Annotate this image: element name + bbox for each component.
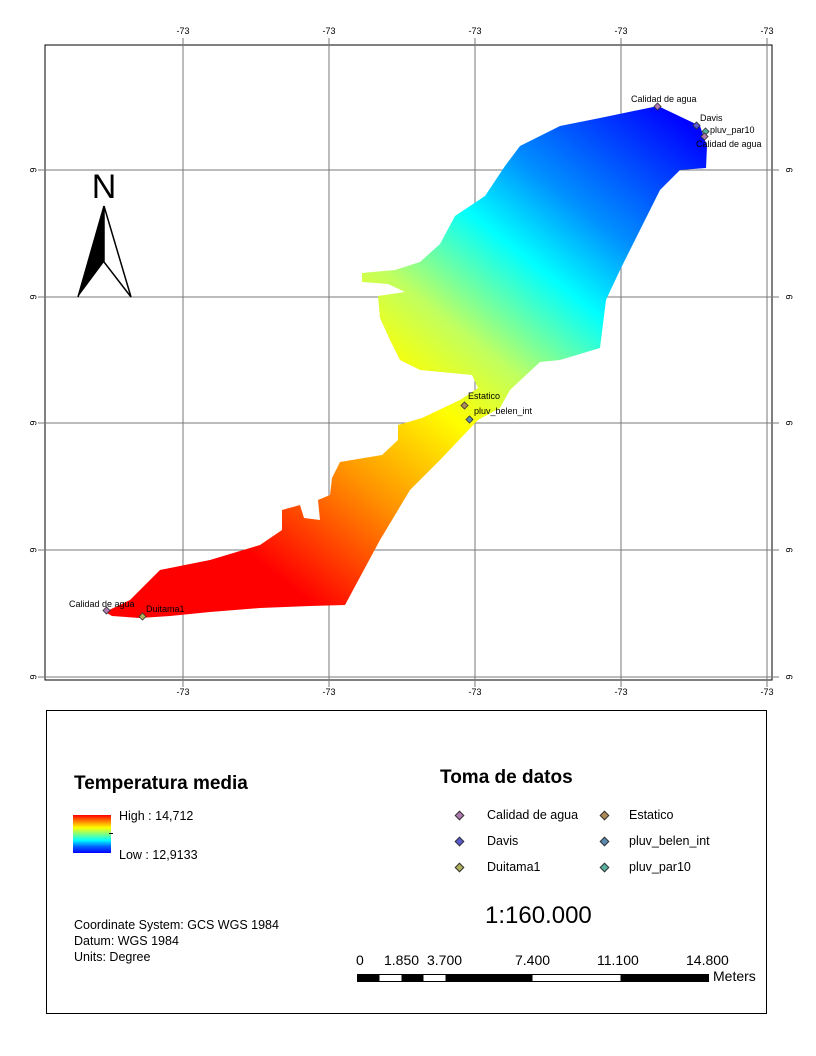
scalebar (357, 974, 709, 982)
map-point-label: Davis (700, 113, 723, 123)
scalebar-label: 7.400 (515, 952, 551, 968)
units-text: Units: Degree (74, 950, 151, 964)
grid-label-top: -73 (614, 26, 627, 36)
grid-label-left: 6 (28, 294, 38, 299)
grid-label-bottom: -73 (468, 687, 481, 697)
grid-label-bottom: -73 (760, 687, 773, 697)
temperature-color-ramp (73, 815, 111, 853)
legend-item-label: pluv_belen_int (629, 834, 710, 848)
grid-label-right: 6 (784, 547, 794, 552)
grid-label-left: 6 (28, 547, 38, 552)
grid-label-top: -73 (760, 26, 773, 36)
grid-label-bottom: -73 (322, 687, 335, 697)
temperature-high-label: High : 14,712 (119, 809, 194, 823)
map-point[interactable]: Calidad de agua (696, 132, 762, 149)
temperature-raster (105, 106, 707, 618)
legend-item-label: Duitama1 (487, 860, 541, 874)
map-point-label: Calidad de agua (69, 599, 135, 609)
map-point-label: pluv_belen_int (474, 406, 533, 416)
grid-label-bottom: -73 (614, 687, 627, 697)
legend-marker-icon (599, 810, 610, 821)
legend-marker-icon (599, 836, 610, 847)
legend-item-label: Calidad de agua (487, 808, 579, 822)
map-point[interactable]: Calidad de agua (631, 94, 697, 111)
map-point-label: Calidad de agua (631, 94, 697, 104)
coordinate-system-text: Coordinate System: GCS WGS 1984 (74, 918, 279, 932)
grid-label-right: 6 (784, 420, 794, 425)
grid-label-left: 6 (28, 420, 38, 425)
map-point[interactable]: Davis (692, 113, 723, 130)
north-arrow-label: N (92, 168, 117, 206)
map-frame: -73 -73 -73 -73 -73 -73 -73 -73 -73 -73 … (28, 26, 794, 697)
scalebar-label: 11.100 (597, 952, 639, 968)
legend-marker-icon (454, 836, 465, 847)
grid-label-bottom: -73 (176, 687, 189, 697)
legend-panel: Temperatura media High : 14,712 Low : 12… (46, 710, 767, 1014)
temperature-legend-title: Temperatura media (74, 773, 248, 794)
map-point[interactable]: pluv_par10 (701, 125, 755, 136)
scalebar-label: 1.850 (384, 952, 420, 968)
scalebar-unit: Meters (713, 968, 756, 984)
grid-label-left: 6 (28, 674, 38, 679)
north-arrow-icon: N (77, 168, 132, 298)
color-ramp-tick (109, 833, 113, 834)
grid-label-top: -73 (468, 26, 481, 36)
map-point[interactable]: Duitama1 (138, 604, 185, 621)
legend-marker-icon (599, 862, 610, 873)
grid-label-right: 6 (784, 294, 794, 299)
map-point[interactable]: pluv_belen_int (465, 406, 533, 424)
legend-item-label: pluv_par10 (629, 860, 691, 874)
legend-marker-icon (454, 810, 465, 821)
scalebar-label: 3.700 (427, 952, 463, 968)
map-point-label: Calidad de agua (696, 139, 762, 149)
grid-label-right: 6 (784, 674, 794, 679)
map-point-label: pluv_par10 (710, 125, 755, 135)
scale-text: 1:160.000 (485, 902, 592, 929)
legend-item-label: Estatico (629, 808, 674, 822)
datum-text: Datum: WGS 1984 (74, 934, 179, 948)
map-point[interactable]: Estatico (460, 391, 500, 410)
map-point-label: Duitama1 (146, 604, 185, 614)
legend-item-label: Davis (487, 834, 519, 848)
scalebar-label: 14.800 (686, 952, 729, 968)
temperature-low-label: Low : 12,9133 (119, 848, 198, 862)
grid-label-top: -73 (322, 26, 335, 36)
data-points-legend-title: Toma de datos (440, 767, 573, 788)
map-point-label: Estatico (468, 391, 500, 401)
map-point[interactable]: Calidad de agua (69, 599, 135, 615)
grid-label-right: 6 (784, 167, 794, 172)
scalebar-label: 0 (356, 952, 364, 968)
legend-marker-icon (454, 862, 465, 873)
grid-label-left: 6 (28, 167, 38, 172)
grid-label-top: -73 (176, 26, 189, 36)
